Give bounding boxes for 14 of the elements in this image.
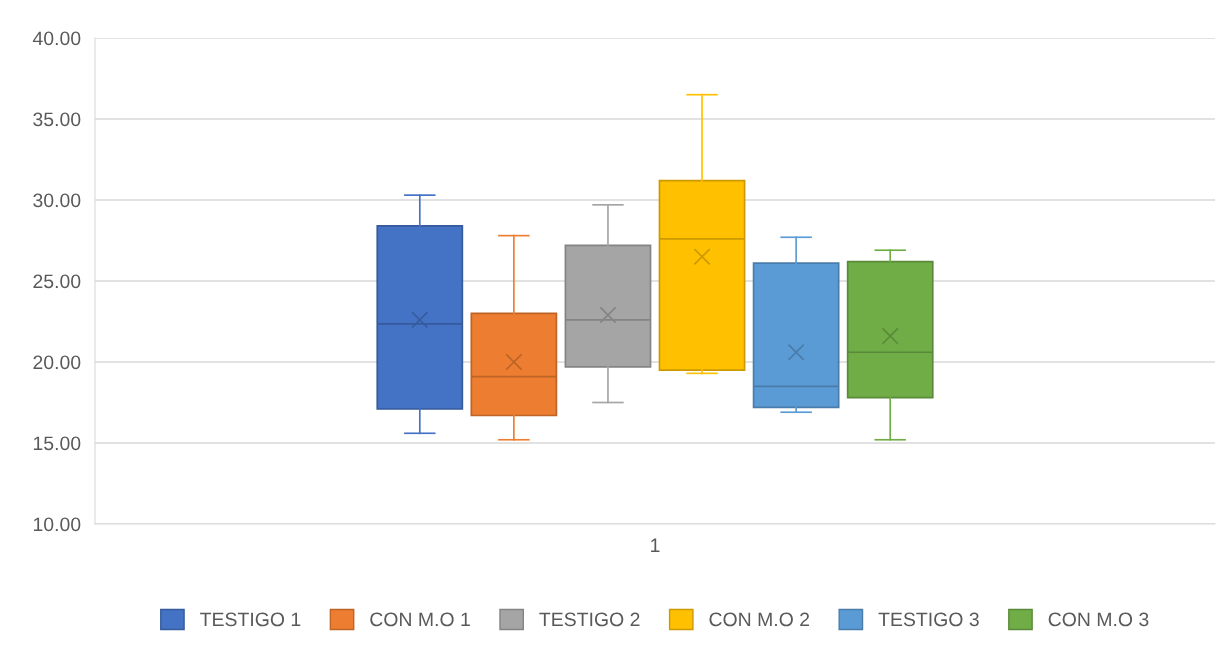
legend-label: CON M.O 2 xyxy=(709,612,810,627)
y-tick-label: 35.00 xyxy=(33,112,81,127)
legend-label: CON M.O 3 xyxy=(1048,612,1149,627)
y-tick-label: 30.00 xyxy=(33,193,81,208)
y-tick-label: 40.00 xyxy=(32,31,81,46)
y-tick-label: 20.00 xyxy=(33,355,81,370)
y-tick-label: 25.00 xyxy=(33,274,81,289)
legend-label: TESTIGO 1 xyxy=(200,612,301,627)
y-tick-label: 15.00 xyxy=(33,436,81,451)
legend-label: TESTIGO 3 xyxy=(878,612,979,627)
x-tick-label: 1 xyxy=(651,538,660,552)
legend-label: CON M.O 1 xyxy=(370,612,470,627)
legend-label: TESTIGO 2 xyxy=(539,612,640,627)
y-tick-label: 10.00 xyxy=(33,517,81,532)
